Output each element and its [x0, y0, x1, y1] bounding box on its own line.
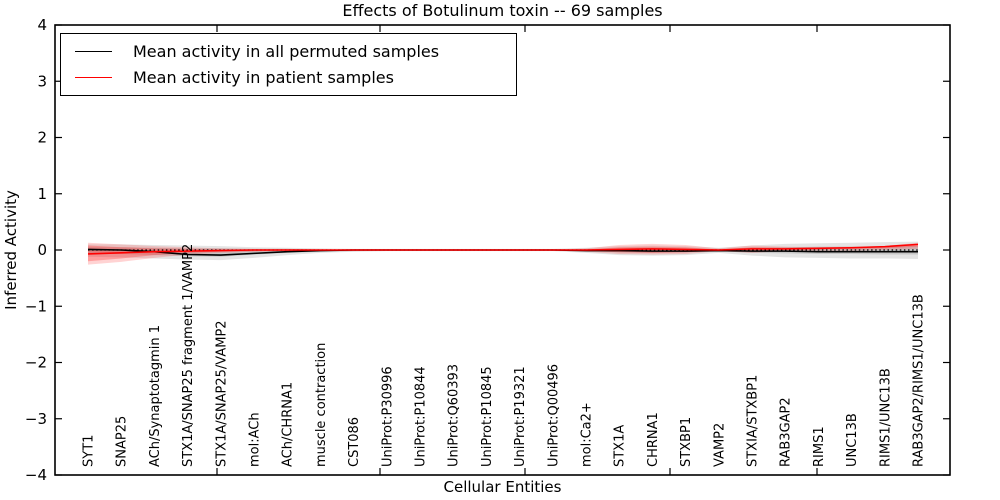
band-permuted-spread-outer	[88, 241, 918, 261]
x-tick-label: STXIA/STXBP1	[746, 375, 761, 467]
y-tick-label: 0	[37, 241, 47, 259]
x-tick-label: mol:ACh	[248, 412, 263, 467]
x-axis-label: Cellular Entities	[443, 478, 562, 496]
legend-item-patient: Mean activity in patient samples	[75, 68, 516, 87]
x-tick-label: CHRNA1	[646, 412, 661, 467]
x-tick-label: SNAP25	[115, 416, 130, 467]
x-tick-label: UniProt:P10844	[414, 366, 429, 467]
x-tick-label: STX1A/SNAP25 fragment 1/VAMP2	[181, 244, 196, 467]
patient-line-swatch-icon	[75, 77, 112, 79]
x-tick-label: VAMP2	[712, 423, 727, 467]
y-tick-label: 1	[37, 185, 47, 203]
legend: Mean activity in all permuted samples Me…	[60, 33, 517, 96]
y-tick-label: 2	[37, 129, 47, 147]
plot-border	[54, 24, 951, 476]
x-tick-label: SYT1	[82, 435, 97, 467]
band-patient-spread-outer	[88, 242, 918, 265]
y-tick-label: 4	[37, 16, 47, 34]
x-tick-label: CST086	[347, 417, 362, 467]
chart-title: Effects of Botulinum toxin -- 69 samples	[342, 1, 663, 20]
x-tick-label: STX1A	[613, 425, 628, 467]
y-tick-label: −4	[25, 466, 47, 484]
y-tick-label: −2	[25, 354, 47, 372]
x-tick-label: mol:Ca2+	[580, 402, 595, 467]
legend-label-permuted: Mean activity in all permuted samples	[133, 41, 440, 61]
legend-label-patient: Mean activity in patient samples	[133, 68, 394, 88]
x-tick-label: STX1A/SNAP25/VAMP2	[214, 320, 229, 467]
x-tick-label: ACh/Synaptotagmin 1	[148, 325, 163, 467]
x-tick-label: RAB3GAP2/RIMS1/UNC13B	[912, 294, 927, 467]
legend-item-permuted: Mean activity in all permuted samples	[75, 42, 516, 61]
y-axis-label-wrap: Inferred Activity	[0, 25, 28, 475]
y-tick-label: −1	[25, 297, 47, 315]
x-tick-label: RAB3GAP2	[779, 397, 794, 467]
patient-mean-line	[87, 243, 919, 255]
x-tick-label: UniProt:P30996	[380, 366, 395, 467]
x-tick-label: muscle contraction	[314, 343, 329, 467]
y-tick-label: 3	[37, 72, 47, 90]
x-tick-label: UniProt:Q00496	[546, 364, 561, 467]
x-tick-label: ACh/CHRNA1	[281, 382, 296, 467]
x-tick-label: UNC13B	[845, 413, 860, 467]
y-axis-label: Inferred Activity	[2, 190, 21, 310]
permuted-line-swatch-icon	[75, 50, 112, 52]
x-tick-label: UniProt:Q60393	[447, 364, 462, 467]
x-tick-label: RIMS1/UNC13B	[878, 368, 893, 467]
x-tick-label: UniProt:P19321	[513, 366, 528, 467]
y-tick-label: −3	[25, 410, 47, 428]
x-tick-label: UniProt:P10845	[480, 366, 495, 467]
x-tick-label: RIMS1	[812, 426, 827, 467]
x-tick-label: STXBP1	[679, 417, 694, 467]
